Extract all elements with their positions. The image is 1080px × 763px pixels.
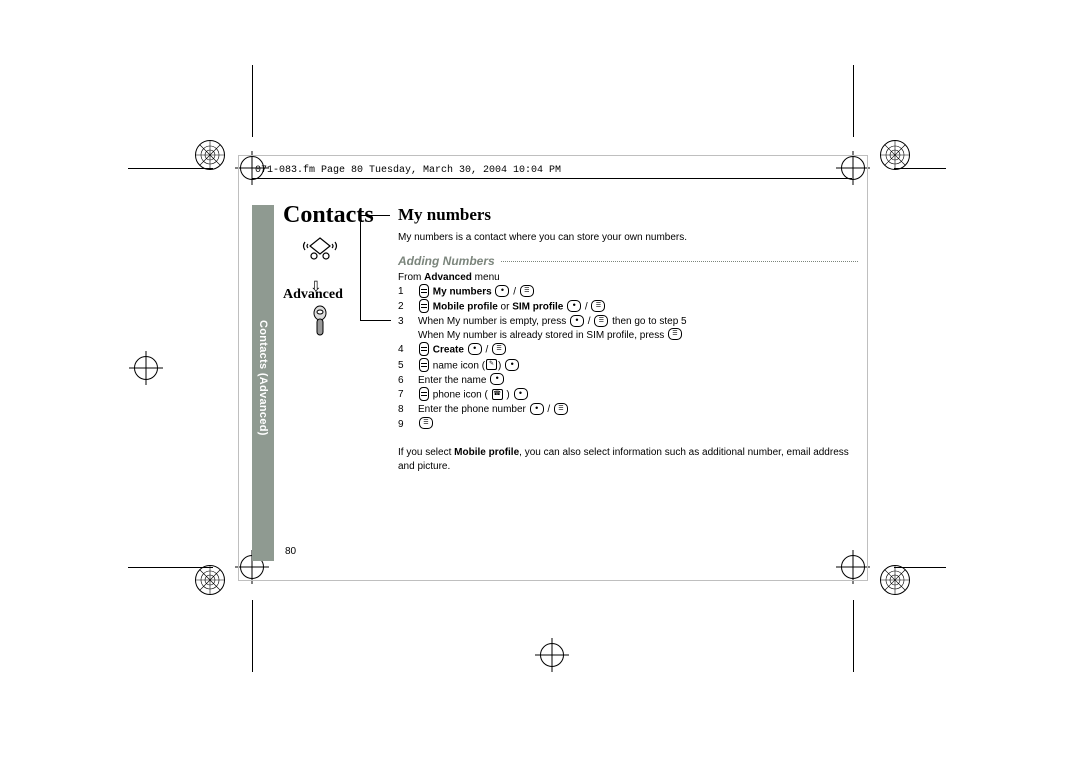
step-2: 2 Mobile profile or SIM profile / — [398, 300, 687, 315]
sidebar-label: Contacts (Advanced) — [257, 320, 269, 436]
select-key-icon — [567, 300, 581, 312]
rosette-tl — [195, 140, 225, 170]
crop-line-left-v — [252, 65, 253, 137]
nav-key-icon — [419, 358, 429, 372]
step-5: 5 name icon (✎) — [398, 359, 687, 374]
name-icon: ✎ — [486, 359, 497, 370]
select-key-icon — [530, 403, 544, 415]
content-area: My numbers My numbers is a contact where… — [398, 205, 858, 473]
phone-icon: ☎ — [492, 389, 503, 400]
select-key-icon — [514, 388, 528, 400]
step2-label-a: Mobile profile — [433, 302, 498, 313]
note-bold: Mobile profile — [454, 447, 519, 458]
step5-text-b: ) — [498, 360, 504, 371]
step8-text: Enter the phone number — [418, 404, 529, 415]
step1-label: My numbers — [433, 287, 492, 298]
nav-key-icon — [419, 342, 429, 356]
menu-key-icon — [591, 300, 605, 312]
from-line: From Advanced menu — [398, 271, 858, 285]
steps-list: 1 My numbers / 2 Mobile profile or SIM p… — [398, 285, 687, 432]
crop-circle-ml — [134, 356, 158, 380]
page-number: 80 — [285, 546, 296, 557]
step2-or: or — [498, 302, 512, 313]
menu-key-icon — [492, 343, 506, 355]
nav-key-icon — [419, 387, 429, 401]
select-key-icon — [505, 359, 519, 371]
crop-line-right-v2 — [853, 600, 854, 672]
note-text-a: If you select — [398, 447, 454, 458]
step6-text: Enter the name — [418, 375, 489, 386]
advanced-icon — [305, 305, 335, 346]
pdf-header-line: 071-083.fm Page 80 Tuesday, March 30, 20… — [255, 165, 561, 176]
menu-key-icon — [520, 285, 534, 297]
rosette-br — [880, 565, 910, 595]
header-underline — [252, 178, 852, 179]
select-key-icon — [468, 343, 482, 355]
select-key-icon — [495, 285, 509, 297]
crop-line-left-v2 — [252, 600, 253, 672]
step-7: 7 phone icon ( ☎ ) — [398, 388, 687, 403]
crop-circle-bm — [540, 643, 564, 667]
menu-key-icon — [668, 328, 682, 340]
step3-text-a: When My number is empty, press — [418, 316, 569, 327]
step7-text-a: phone icon ( — [430, 390, 491, 401]
select-key-icon — [490, 373, 504, 385]
rosette-bl — [195, 565, 225, 595]
menu-key-icon — [594, 315, 608, 327]
contacts-icon — [300, 232, 340, 277]
dotted-leader — [501, 261, 858, 262]
step3-text-b: then go to step 5 — [609, 316, 686, 327]
rosette-tr — [880, 140, 910, 170]
connector-line — [360, 215, 391, 321]
step-9: 9 — [398, 418, 687, 433]
step-1: 1 My numbers / — [398, 285, 687, 300]
menu-key-icon — [419, 417, 433, 429]
step-4: 4 Create / — [398, 343, 687, 358]
nav-key-icon — [419, 284, 429, 298]
from-bold: Advanced — [424, 272, 472, 283]
from-prefix: From — [398, 272, 424, 283]
menu-key-icon — [554, 403, 568, 415]
connector-top — [360, 215, 390, 216]
select-key-icon — [570, 315, 584, 327]
footnote: If you select Mobile profile, you can al… — [398, 446, 858, 473]
intro-text: My numbers is a contact where you can st… — [398, 231, 858, 245]
heading-my-numbers: My numbers — [398, 205, 858, 225]
step-8: 8 Enter the phone number / — [398, 403, 687, 418]
step5-text-a: name icon ( — [430, 360, 485, 371]
crop-line-right-v — [853, 65, 854, 137]
step-3: 3 When My number is empty, press / then … — [398, 315, 687, 343]
step4-label: Create — [433, 345, 464, 356]
from-suffix: menu — [472, 272, 500, 283]
nav-key-icon — [419, 299, 429, 313]
step2-label-b: SIM profile — [512, 302, 563, 313]
step7-text-b: ) — [504, 390, 513, 401]
step-6: 6 Enter the name — [398, 374, 687, 389]
subsection-title: Advanced — [283, 287, 343, 303]
step3-text-c: When My number is already stored in SIM … — [418, 330, 667, 341]
sidebar: Contacts (Advanced) — [252, 205, 274, 561]
subheading-adding-numbers: Adding Numbers — [398, 253, 495, 269]
